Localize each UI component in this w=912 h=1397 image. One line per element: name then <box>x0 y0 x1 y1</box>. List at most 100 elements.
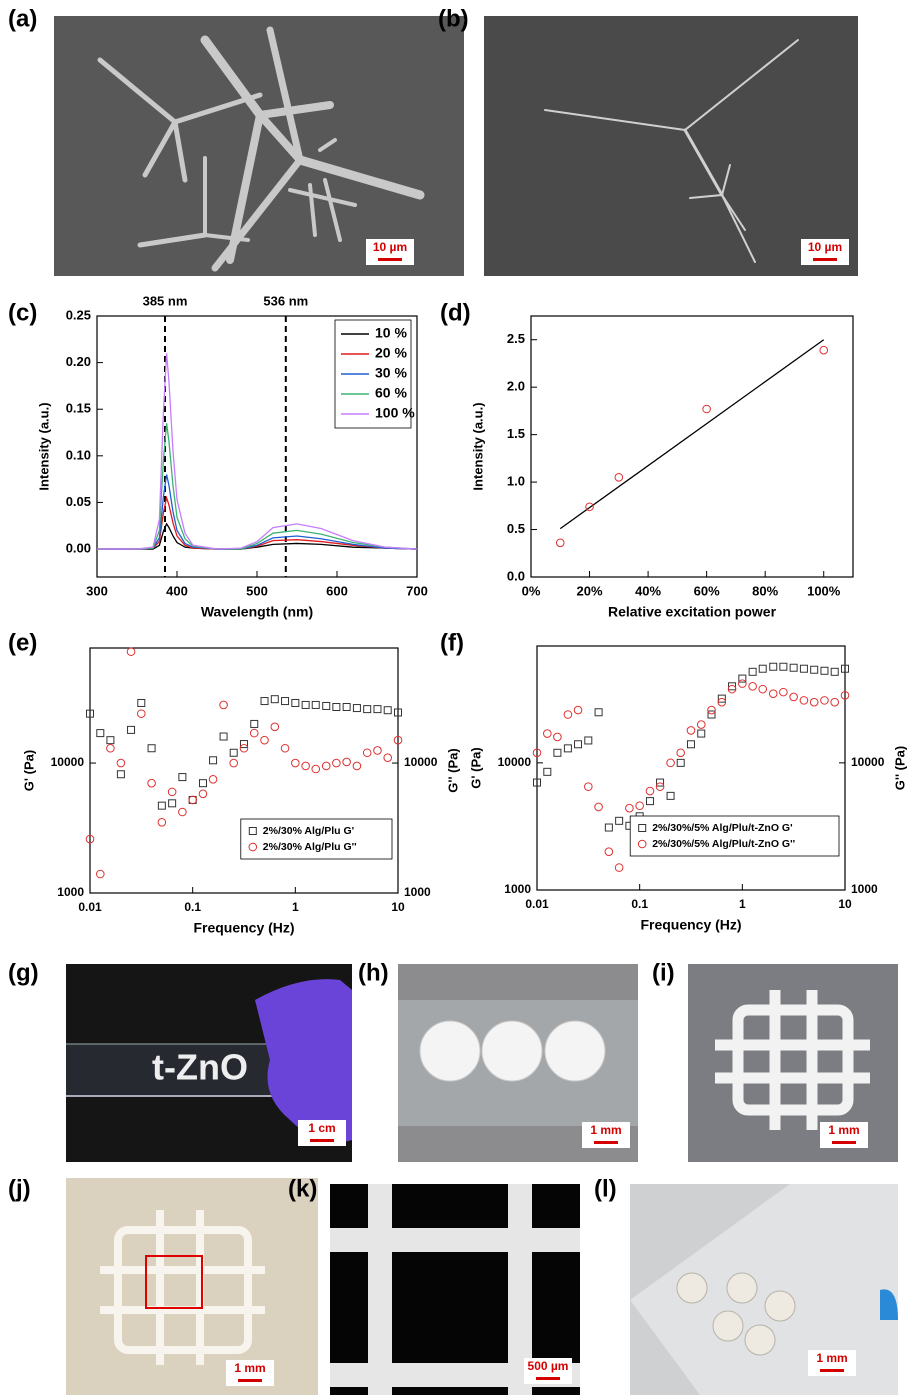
marker <box>157 801 166 810</box>
marker <box>614 473 624 482</box>
marker <box>748 667 757 676</box>
y-axis-label: Intensity (a.u.) <box>36 402 51 490</box>
scale-bar-line <box>536 1377 560 1380</box>
marker <box>239 740 248 749</box>
x-tick-label: 0% <box>522 583 541 598</box>
marker <box>137 709 146 718</box>
panel-label: (j) <box>8 1175 31 1202</box>
marker <box>106 736 115 745</box>
marker <box>707 710 716 719</box>
plot-frame <box>89 647 399 894</box>
marker <box>373 746 382 755</box>
marker <box>584 782 593 791</box>
panel-label: (g) <box>8 959 39 986</box>
y2-tick-label: 10000 <box>404 755 438 769</box>
marker <box>260 735 269 745</box>
marker <box>748 682 757 691</box>
marker <box>686 726 696 735</box>
marker <box>301 700 310 709</box>
x-axis-label: Wavelength (nm) <box>201 604 313 620</box>
y-tick-label: 10000 <box>51 755 85 769</box>
x-tick-label: 0.1 <box>184 900 201 914</box>
marker <box>198 779 207 788</box>
legend-label: 20 % <box>375 345 407 361</box>
marker <box>820 666 829 675</box>
panel-label: (i) <box>652 959 675 986</box>
marker <box>789 663 798 672</box>
marker <box>707 705 716 715</box>
marker <box>789 692 798 702</box>
y-tick-label: 0.5 <box>507 521 525 536</box>
y-tick-label: 0.25 <box>66 307 91 322</box>
marker <box>116 770 125 779</box>
legend-box <box>240 818 393 860</box>
marker <box>311 764 321 774</box>
marker <box>342 757 351 767</box>
panel-label: (k) <box>288 1175 317 1202</box>
y-tick-label: 2.0 <box>507 379 525 394</box>
marker <box>574 740 583 749</box>
marker <box>614 863 624 872</box>
marker <box>322 701 331 710</box>
panel-label: (a) <box>8 5 37 32</box>
marker <box>543 767 552 776</box>
marker <box>394 708 402 717</box>
marker <box>239 743 249 753</box>
photo-h <box>398 964 638 1162</box>
marker <box>819 345 829 355</box>
panel-labels: (a) (b) (c) (d) (e) (f) (g) (h) (i) (j) … <box>8 5 675 1202</box>
legend-marker <box>637 839 647 849</box>
x-tick-label: 60% <box>694 583 720 598</box>
x-axis-label: Frequency (Hz) <box>193 920 294 936</box>
marker <box>209 756 218 765</box>
marker <box>229 748 238 757</box>
scale-bar: 1 mm <box>582 1122 630 1148</box>
photo-l <box>630 1184 898 1395</box>
marker <box>352 761 362 771</box>
marker <box>769 662 778 671</box>
marker <box>555 538 565 548</box>
marker <box>809 697 819 707</box>
marker <box>841 664 849 673</box>
y-tick-label: 10000 <box>498 755 532 769</box>
series-line <box>97 353 418 550</box>
marker <box>362 748 372 758</box>
marker <box>728 682 737 691</box>
scale-bar-label: 10 µm <box>808 240 842 254</box>
x-tick-label: 0.01 <box>525 897 549 911</box>
marker <box>758 684 768 694</box>
marker <box>229 758 238 768</box>
marker <box>127 725 136 734</box>
legend-marker <box>248 842 258 852</box>
y-tick-label: 1.5 <box>507 426 525 441</box>
y-tick-label: 0.0 <box>507 568 525 583</box>
photo-j <box>66 1178 318 1395</box>
scale-bar-line <box>310 1139 334 1142</box>
x-tick-label: 0.1 <box>631 897 648 911</box>
marker <box>281 697 290 706</box>
scale-bar-label: 10 µm <box>373 240 407 254</box>
scale-bar-label: 1 mm <box>590 1123 621 1137</box>
marker <box>116 758 126 768</box>
marker <box>543 729 552 738</box>
photo-text: t-ZnO <box>152 1047 248 1088</box>
marker <box>532 748 542 758</box>
legend-label: 60 % <box>375 385 407 401</box>
y2-tick-label: 10000 <box>851 755 885 769</box>
scale-bar-line <box>238 1379 262 1382</box>
marker <box>291 758 300 768</box>
marker <box>168 799 177 808</box>
legend-label: 100 % <box>375 405 415 421</box>
photo-g: t-ZnO <box>66 964 352 1162</box>
scale-bar: 10 µm <box>366 239 414 265</box>
marker <box>553 732 562 742</box>
y-tick-label: 0.20 <box>66 354 91 369</box>
scale-bar: 500 µm <box>524 1358 572 1384</box>
x-axis-label: Relative excitation power <box>608 604 777 620</box>
scale-bar: 10 µm <box>801 239 849 265</box>
marker <box>106 743 115 753</box>
marker <box>393 735 403 745</box>
marker <box>219 732 228 741</box>
x-tick-label: 700 <box>406 583 428 598</box>
plot-frame <box>536 645 846 891</box>
